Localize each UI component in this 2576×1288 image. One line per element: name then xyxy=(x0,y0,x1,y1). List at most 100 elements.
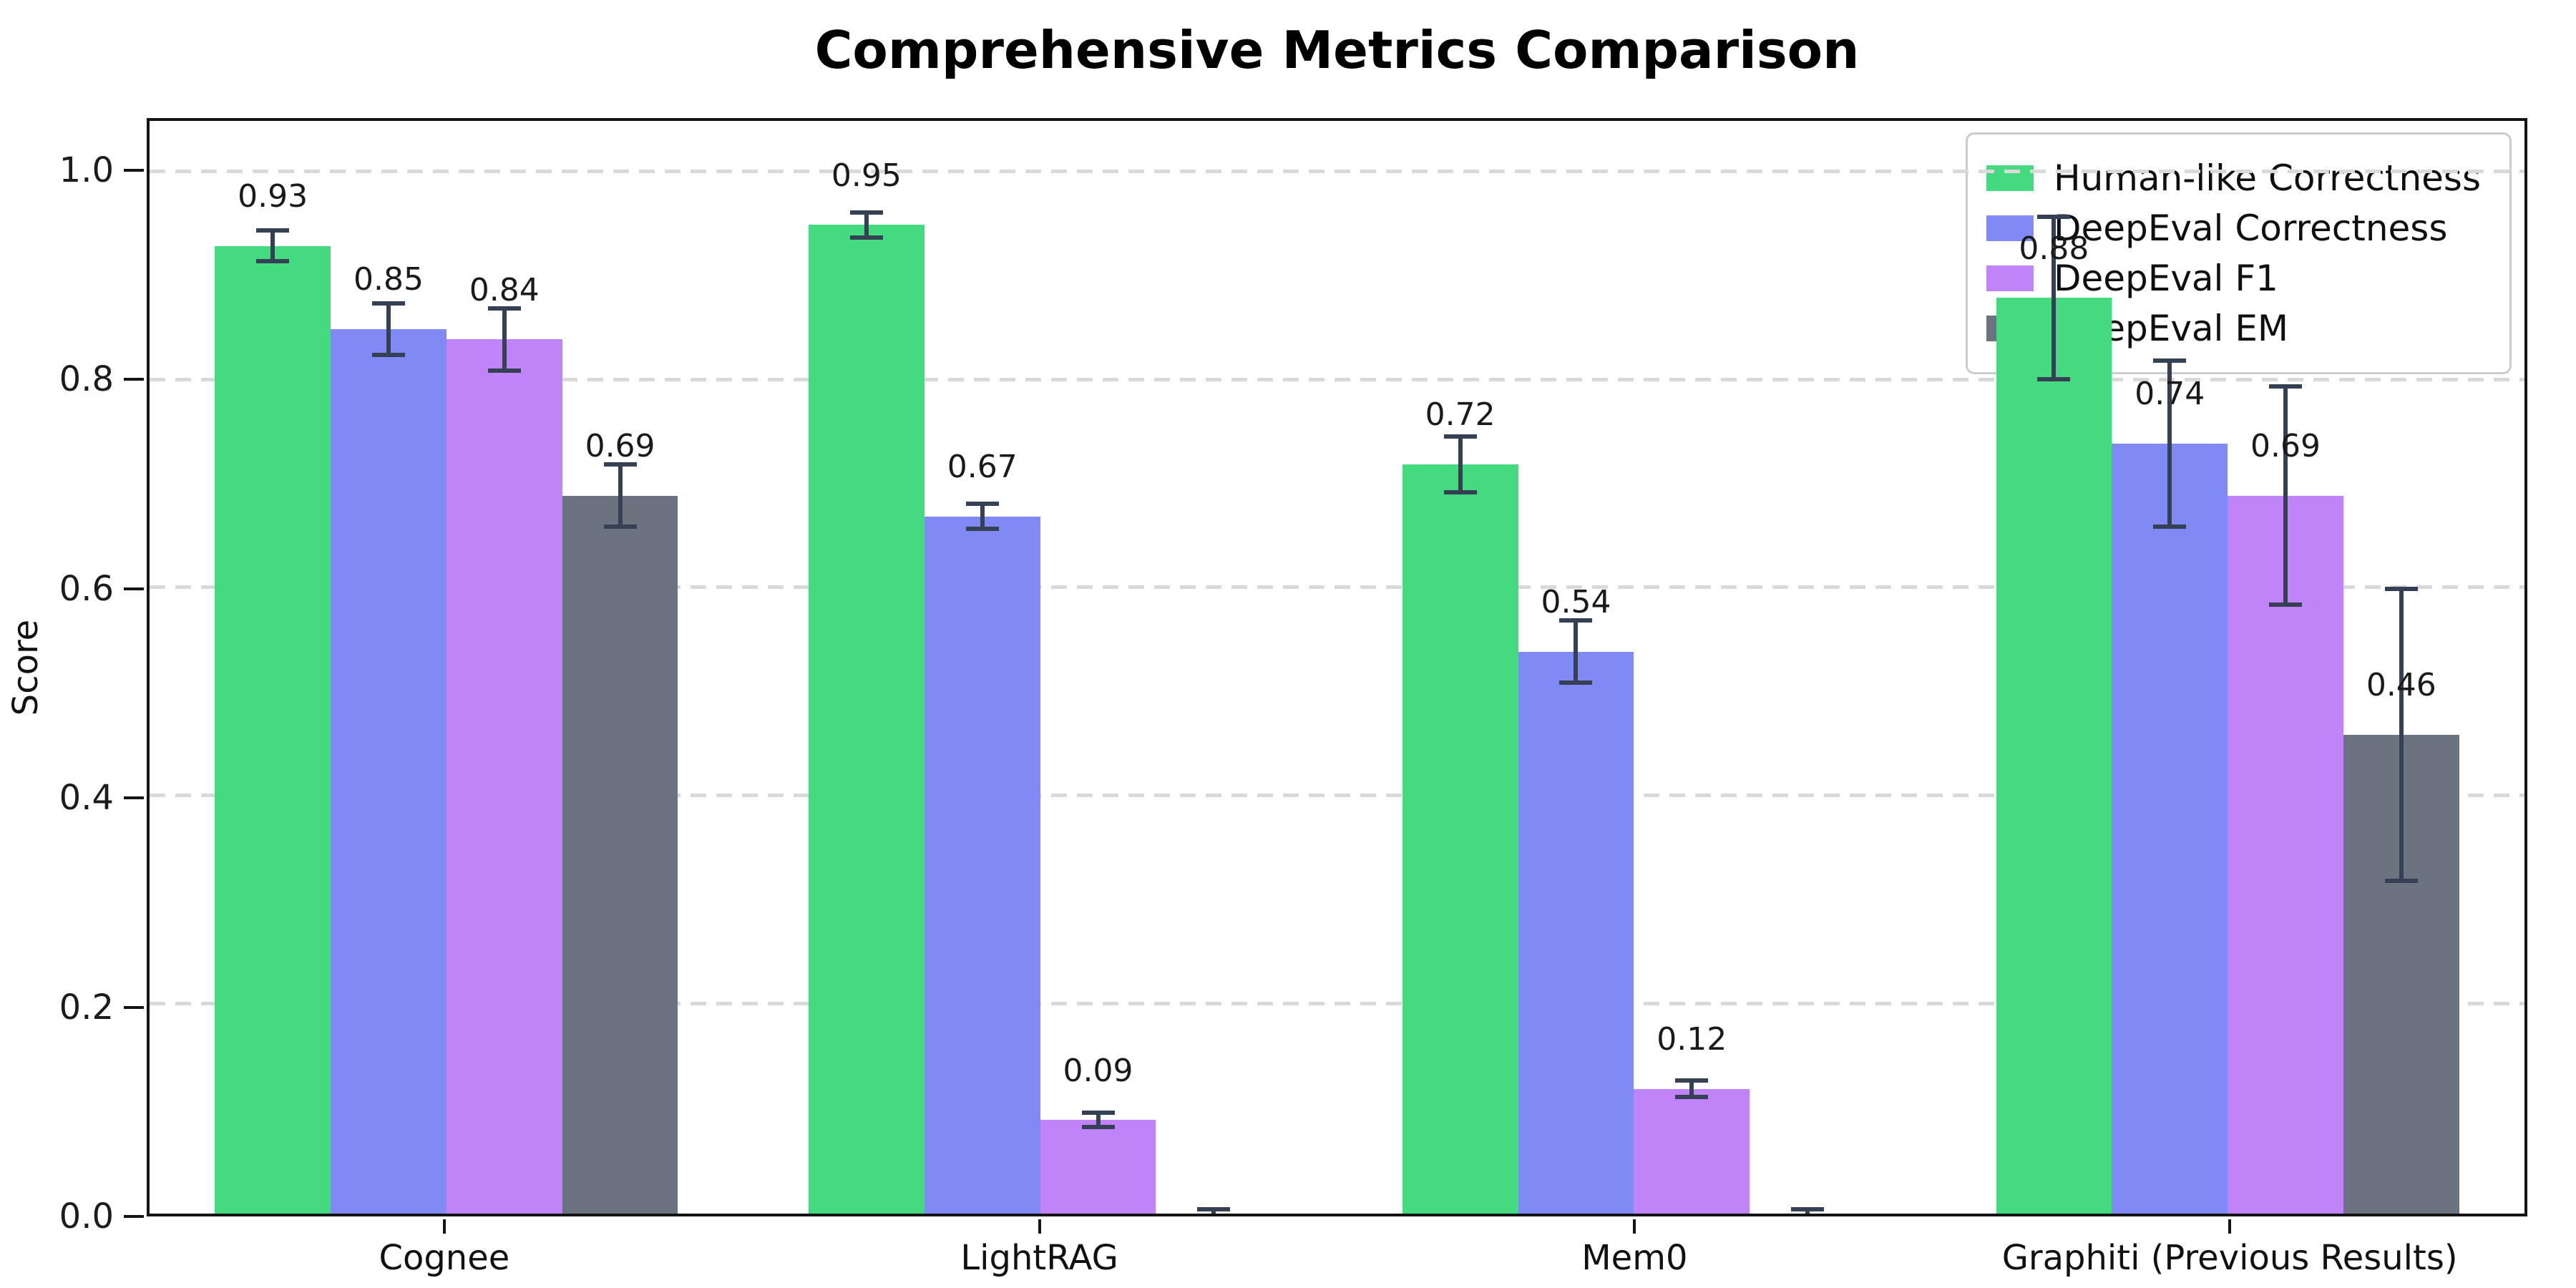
error-bar xyxy=(502,308,507,371)
bar xyxy=(1996,298,2112,1214)
bar-group: 0.88 0.74 0.69 0.46 xyxy=(1996,121,2459,1214)
error-bar-cap-top xyxy=(1081,1110,1115,1115)
legend-label: DeepEval F1 xyxy=(2053,258,2278,299)
bar-value-label: 0.85 xyxy=(353,261,424,298)
error-bar-cap-top xyxy=(371,301,405,306)
legend-swatch xyxy=(1986,265,2034,291)
error-bar xyxy=(2051,216,2057,379)
error-bar-cap-top xyxy=(256,228,290,233)
x-tick-label: Cognee xyxy=(379,1238,510,1278)
error-bar-cap-top xyxy=(2269,384,2303,389)
plot-area: Human-like Correctness DeepEval Correctne… xyxy=(147,118,2527,1216)
y-tick-label: 0.6 xyxy=(59,568,114,609)
legend-label: DeepEval Correctness xyxy=(2053,208,2448,249)
y-tick-label: 1.0 xyxy=(59,150,114,191)
error-bar-cap-bottom xyxy=(2037,376,2071,381)
error-bar-cap-bottom xyxy=(965,527,999,532)
bar-value-label: 0.67 xyxy=(947,449,1018,485)
error-bar-cap-bottom xyxy=(849,235,883,240)
legend-row: DeepEval Correctness xyxy=(1986,208,2481,249)
bar-value-label: 0.09 xyxy=(1063,1052,1133,1089)
error-bar-cap-top xyxy=(965,502,999,507)
bar-group: 0.95 0.67 0.09 xyxy=(809,121,1272,1214)
bar-value-label: 0.54 xyxy=(1541,584,1611,621)
y-gridline xyxy=(150,169,2524,173)
error-bar xyxy=(2399,589,2404,881)
error-bar xyxy=(2167,360,2172,527)
bar xyxy=(446,339,562,1214)
error-bar-cap-top xyxy=(487,306,521,311)
error-bar xyxy=(1689,1080,1694,1098)
y-tick-label: 0.4 xyxy=(59,778,114,819)
y-tick-label: 0.2 xyxy=(59,987,114,1028)
bar xyxy=(215,245,331,1214)
legend-label: Human-like Correctness xyxy=(2053,157,2481,199)
category-group-2: 0.95 0.67 0.09 xyxy=(743,121,1337,1214)
bar xyxy=(2228,495,2343,1214)
bar-value-label: 0.74 xyxy=(2135,376,2205,413)
x-tick-mark xyxy=(1038,1219,1041,1234)
bar xyxy=(809,225,924,1214)
y-tick-mark xyxy=(124,169,144,172)
y-tick-mark xyxy=(124,1215,144,1218)
y-gridline xyxy=(150,794,2524,798)
category-group-3: 0.72 0.54 0.12 xyxy=(1337,121,1931,1214)
error-bar-cap-top xyxy=(2037,214,2071,219)
chart-title: Comprehensive Metrics Comparison xyxy=(814,20,1860,80)
x-tick-label: LightRAG xyxy=(960,1238,1118,1278)
bar xyxy=(562,495,678,1214)
error-bar xyxy=(386,303,391,356)
bar xyxy=(2112,443,2228,1214)
bar-group: 0.93 0.85 0.84 0.69 xyxy=(215,121,678,1214)
x-tick-mark xyxy=(2228,1219,2232,1234)
legend-swatch xyxy=(1986,215,2034,241)
error-bar xyxy=(2283,386,2288,605)
category-group-4: 0.88 0.74 0.69 0.46 xyxy=(1931,121,2524,1214)
y-gridline xyxy=(150,377,2524,381)
error-bar-cap-bottom xyxy=(256,259,290,264)
x-axis: Cognee LightRAG Mem0 Graphiti (Previous Res… xyxy=(147,1219,2527,1288)
error-bar xyxy=(618,464,623,527)
bar xyxy=(924,516,1040,1214)
bar-value-label: 0.69 xyxy=(585,427,655,464)
error-bar-cap-top xyxy=(1559,618,1593,623)
error-bar-cap-top xyxy=(2153,358,2187,363)
y-tick-mark xyxy=(124,1005,144,1009)
bar xyxy=(1634,1088,1750,1214)
bar xyxy=(1040,1120,1156,1214)
error-bar-cap-top xyxy=(1197,1207,1231,1212)
x-tick-mark xyxy=(1633,1219,1636,1234)
error-bar-cap-bottom xyxy=(603,525,637,530)
error-bar-cap-bottom xyxy=(2153,525,2187,530)
legend-row: DeepEval F1 xyxy=(1986,258,2481,299)
error-bar-cap-top xyxy=(1791,1207,1825,1212)
y-tick-mark xyxy=(124,587,144,590)
error-bar xyxy=(270,230,275,262)
bar-value-label: 0.72 xyxy=(1425,396,1496,434)
y-axis: 0.0 0.2 0.4 0.6 0.8 1.0 xyxy=(0,118,144,1236)
error-bar-cap-bottom xyxy=(487,369,521,374)
error-bar xyxy=(1458,436,1463,493)
error-bar-cap-top xyxy=(2384,587,2418,592)
bar-value-label: 0.84 xyxy=(469,271,540,308)
error-bar-cap-bottom xyxy=(1081,1125,1115,1130)
error-bar-cap-bottom xyxy=(1559,680,1593,686)
category-group-1: 0.93 0.85 0.84 0.69 xyxy=(150,121,743,1214)
x-tick-mark xyxy=(442,1219,446,1234)
error-bar-cap-top xyxy=(849,210,883,215)
error-bar-cap-top xyxy=(1443,434,1477,439)
y-gridline xyxy=(150,1002,2524,1006)
y-tick-label: 0.8 xyxy=(59,359,114,400)
bar-group: 0.72 0.54 0.12 xyxy=(1402,121,1865,1214)
y-tick-mark xyxy=(124,378,144,381)
y-tick-mark xyxy=(124,796,144,800)
error-bar-cap-top xyxy=(603,462,637,467)
bar-value-label: 0.93 xyxy=(238,177,308,215)
bar xyxy=(331,328,447,1214)
error-bar xyxy=(1096,1112,1101,1128)
error-bar-cap-bottom xyxy=(371,353,405,358)
error-bar-cap-bottom xyxy=(1675,1095,1709,1100)
bar-value-label: 0.88 xyxy=(2019,230,2089,267)
error-bar xyxy=(980,504,985,530)
